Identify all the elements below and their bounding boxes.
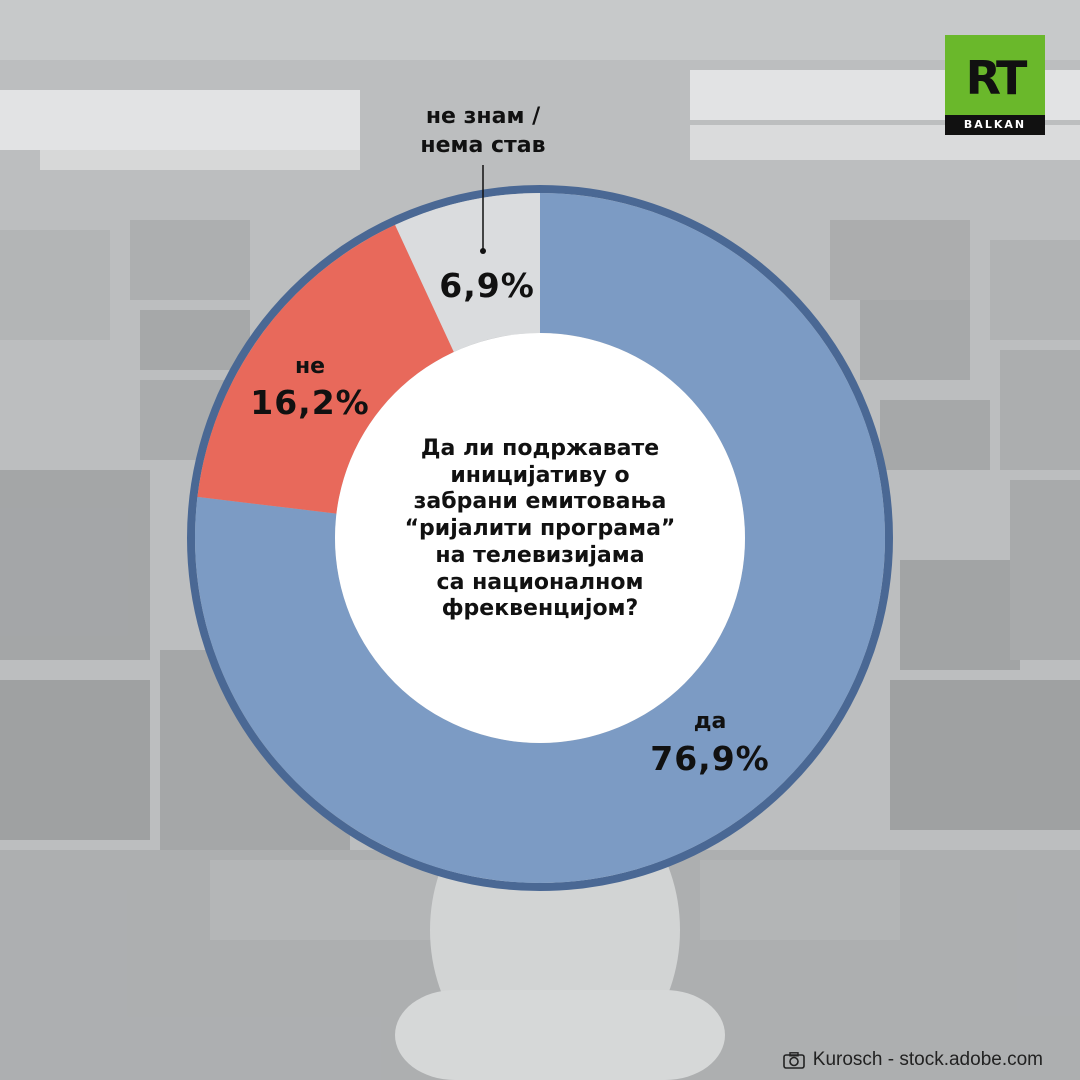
leader-dot-dont-know [480,248,486,254]
logo-strip [945,115,1045,135]
question-line: са националном [436,569,644,595]
slice-label-dont-know-line1: не знам / [426,104,541,129]
chart-question: Да ли подржавате иницијативу о забрани еми… [340,436,740,623]
donut-outline [187,185,893,891]
logo-sub-text: BALKAN [963,118,1027,131]
donut-center [335,333,745,743]
question-line: забрани емитовања [413,489,667,515]
question-line: иницијативу о [450,462,630,488]
slice-label-dont-know-line2: нема став [420,133,545,158]
logo-main-text: RT [965,51,1028,105]
slice-label-no: не [295,354,325,379]
slice-yes [195,193,885,883]
rt-balkan-logo: RT BALKAN [945,35,1045,135]
credit-text: Kurosch - stock.adobe.com [812,1049,1043,1070]
photo-credit: Kurosch - stock.adobe.com [782,1048,1043,1072]
camera-icon [782,1051,805,1069]
slice-value-no: 16,2% [250,383,370,422]
question-line: на телевизијама [435,542,645,568]
slice-label-yes: да [694,709,727,734]
question-line: “ријалити програма” [404,516,676,542]
slice-value-dont-know: 6,9% [439,266,535,305]
question-line: фреквенцијом? [441,596,639,622]
question-line: Да ли подржавате [420,436,660,461]
slice-no [197,224,454,514]
slice-dont-know [395,193,540,352]
slice-value-yes: 76,9% [650,739,770,778]
